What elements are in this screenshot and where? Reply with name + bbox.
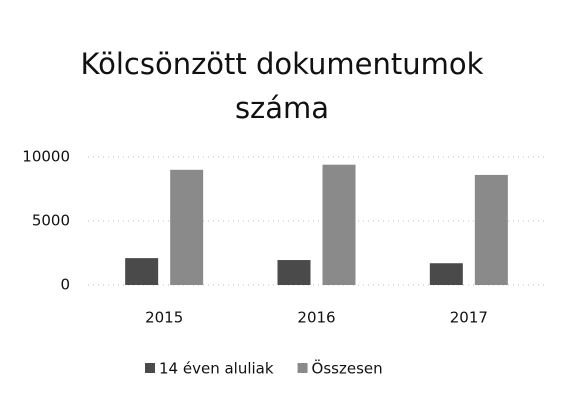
bar xyxy=(322,164,356,285)
y-tick-label: 5000 xyxy=(32,212,70,230)
chart-title: Kölcsönzött dokumentumok száma xyxy=(80,47,484,125)
x-tick-label: 2015 xyxy=(145,309,183,327)
bar xyxy=(277,260,311,285)
bar xyxy=(170,169,204,285)
x-tick-label: 2016 xyxy=(297,309,335,327)
legend-label: 14 éven aluliak xyxy=(159,360,274,378)
x-tick-label: 2017 xyxy=(450,309,488,327)
bar xyxy=(429,263,463,285)
legend-label: Összesen xyxy=(312,359,383,378)
y-tick-label: 0 xyxy=(60,276,70,294)
bar xyxy=(125,258,159,285)
legend-swatch xyxy=(145,363,155,373)
y-tick-label: 10000 xyxy=(22,148,70,166)
legend-swatch xyxy=(297,363,308,373)
bar xyxy=(474,174,508,285)
